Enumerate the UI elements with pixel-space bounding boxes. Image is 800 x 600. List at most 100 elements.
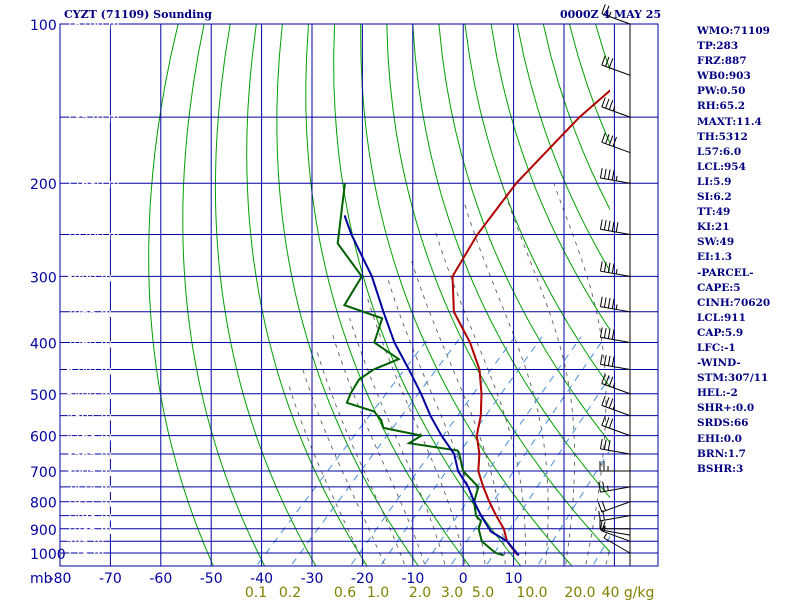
barb-flag xyxy=(607,262,611,273)
temp-tick-label: -50 xyxy=(200,571,223,587)
mixing-ratio-label: 0.6 xyxy=(334,585,356,600)
temperature-trace xyxy=(451,89,610,557)
traces xyxy=(336,89,610,557)
barb-flag xyxy=(599,327,603,338)
index-item: FRZ:887 xyxy=(697,55,747,68)
mixing-ratio-line xyxy=(451,336,606,565)
barb-flag xyxy=(611,298,615,309)
temp-tick-label: 10 xyxy=(505,571,523,587)
barb-staff xyxy=(600,529,631,536)
barb-flag xyxy=(599,438,603,449)
index-item: CAPE:5 xyxy=(697,281,741,294)
barb-flag xyxy=(599,354,603,365)
index-item: BRN:1.7 xyxy=(697,447,746,460)
barb-flag xyxy=(608,376,614,387)
mixing-ratio-label: 40 g/kg xyxy=(602,585,655,600)
index-item: -WIND- xyxy=(697,357,741,370)
barb-flag xyxy=(603,297,607,308)
mixing-ratio-label: 10.0 xyxy=(516,585,547,600)
wind-barb xyxy=(601,4,631,25)
parcel-trace xyxy=(343,215,520,556)
wind-barb xyxy=(599,354,631,371)
index-panel: WMO:71109 TP:283 FRZ:887 WB0:903 PW:0.50 RH:6… xyxy=(697,24,799,477)
pressure-tick-label: 400 xyxy=(30,336,57,352)
index-item: RH:65.2 xyxy=(697,100,746,113)
mixing-ratio-label: 1.0 xyxy=(367,585,389,600)
height-label: 5490 m xyxy=(66,388,112,402)
barb-staff xyxy=(601,141,631,154)
barb-flag xyxy=(611,170,615,181)
barb-flag xyxy=(603,328,607,339)
barb-flag xyxy=(607,169,611,180)
barb-flag xyxy=(605,56,610,67)
mixing-ratio-label: 0.2 xyxy=(279,585,301,600)
barb-flag xyxy=(608,418,614,429)
mixing-ratio-label: 5.0 xyxy=(472,585,494,600)
dewpoint-trace xyxy=(336,183,504,557)
height-label: 7060 m xyxy=(66,336,112,350)
mixing-ratio-line xyxy=(538,448,610,565)
height-label: 11680 m xyxy=(66,177,120,191)
barb-flag xyxy=(611,263,615,274)
barb-flag xyxy=(605,397,610,407)
barb-staff xyxy=(601,106,631,118)
wind-barb xyxy=(601,395,631,417)
barb-staff xyxy=(600,363,631,371)
index-item: PW:0.50 xyxy=(697,85,746,98)
barb-flag xyxy=(599,261,603,272)
index-item: SW:49 xyxy=(697,236,735,249)
index-item: LCL:911 xyxy=(697,311,746,324)
barb-half-flag xyxy=(615,175,618,181)
moist-adiabat-line xyxy=(316,350,405,565)
barb-staff xyxy=(600,228,631,236)
mixing-ratio-line xyxy=(424,336,582,565)
barb-flag xyxy=(599,219,603,230)
height-label: 1493 m xyxy=(66,510,112,524)
grid xyxy=(59,23,659,567)
pressure-tick-label: 500 xyxy=(30,388,57,404)
index-item: CAP:5.9 xyxy=(697,326,744,339)
pressure-tick-label: 300 xyxy=(30,270,57,286)
station-title: CYZT (71109) Sounding xyxy=(64,8,212,21)
wind-barb xyxy=(599,168,631,184)
temp-tick-label: 0 xyxy=(459,571,468,587)
index-item: TP:283 xyxy=(697,40,739,53)
barb-flag xyxy=(603,261,607,272)
dry-adiabat-line xyxy=(464,24,610,388)
temp-tick-label: -40 xyxy=(250,571,273,587)
barb-half-flag xyxy=(612,106,616,112)
barb-staff xyxy=(600,306,631,313)
barb-flag xyxy=(603,439,607,450)
valid-time: 0000Z 4 MAY 25 xyxy=(560,8,662,21)
barb-staff xyxy=(603,537,631,554)
index-item: STM:307/11 xyxy=(697,372,769,385)
wind-barb xyxy=(599,219,631,236)
barb-staff xyxy=(601,13,631,25)
barb-flag xyxy=(601,55,606,66)
height-label: 3565 m xyxy=(66,448,112,462)
wind-barb xyxy=(599,261,631,277)
height-label: 1035 m xyxy=(66,523,112,537)
index-item: TH:5312 xyxy=(697,130,748,143)
wind-barb xyxy=(599,438,631,455)
dry-adiabat-line xyxy=(412,24,610,499)
barb-flag xyxy=(605,98,610,109)
pressure-unit-label: mb xyxy=(30,571,53,587)
wind-barb xyxy=(601,415,631,437)
barb-flag xyxy=(601,132,606,143)
barb-flag xyxy=(598,510,601,521)
pressure-tick-label: 700 xyxy=(30,465,57,481)
barb-flag xyxy=(611,329,615,340)
height-label: 10200 m xyxy=(66,229,120,243)
temp-tick-label: -30 xyxy=(301,571,324,587)
temp-tick-label: -20 xyxy=(351,571,374,587)
barb-flag xyxy=(601,97,606,108)
index-item: HEL:-2 xyxy=(697,387,738,400)
index-item: SHR+:0.0 xyxy=(697,402,755,415)
index-item: EI:1.3 xyxy=(697,251,733,264)
barb-half-flag xyxy=(603,525,606,531)
barb-staff xyxy=(601,424,631,437)
temp-tick-label: -60 xyxy=(149,571,172,587)
index-item: WMO:71109 xyxy=(697,25,770,37)
